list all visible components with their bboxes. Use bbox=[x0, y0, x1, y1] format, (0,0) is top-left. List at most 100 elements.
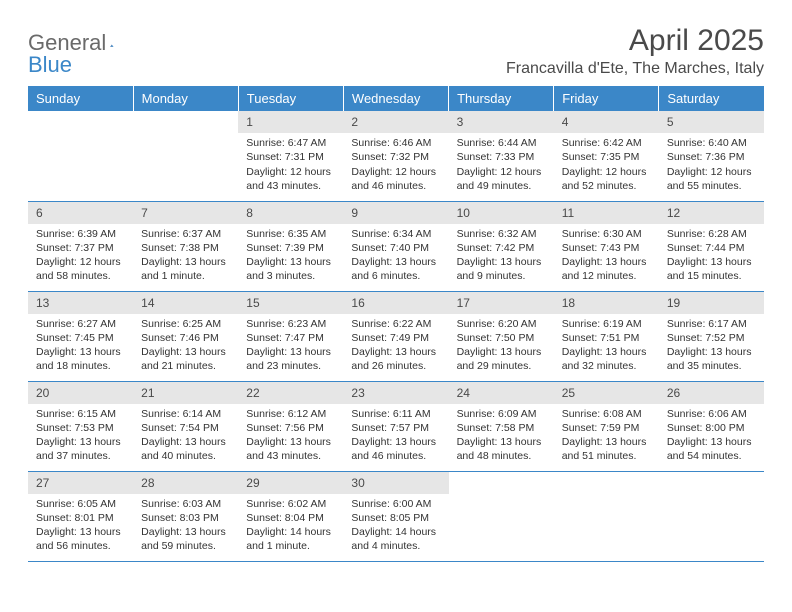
daylight-text: Daylight: 12 hours and 52 minutes. bbox=[562, 165, 651, 193]
day-body: Sunrise: 6:44 AMSunset: 7:33 PMDaylight:… bbox=[449, 133, 554, 199]
sunset-text: Sunset: 7:43 PM bbox=[562, 241, 651, 255]
day-body: Sunrise: 6:09 AMSunset: 7:58 PMDaylight:… bbox=[449, 404, 554, 470]
calendar-cell: 17Sunrise: 6:20 AMSunset: 7:50 PMDayligh… bbox=[449, 291, 554, 381]
sunset-text: Sunset: 7:40 PM bbox=[351, 241, 440, 255]
day-body: Sunrise: 6:14 AMSunset: 7:54 PMDaylight:… bbox=[133, 404, 238, 470]
calendar-cell: 3Sunrise: 6:44 AMSunset: 7:33 PMDaylight… bbox=[449, 111, 554, 201]
sunset-text: Sunset: 7:36 PM bbox=[667, 150, 756, 164]
sunrise-text: Sunrise: 6:22 AM bbox=[351, 317, 440, 331]
calendar-cell: 5Sunrise: 6:40 AMSunset: 7:36 PMDaylight… bbox=[659, 111, 764, 201]
day-number: 18 bbox=[554, 292, 659, 314]
sunset-text: Sunset: 7:37 PM bbox=[36, 241, 125, 255]
daylight-text: Daylight: 13 hours and 37 minutes. bbox=[36, 435, 125, 463]
sunset-text: Sunset: 7:46 PM bbox=[141, 331, 230, 345]
daylight-text: Daylight: 13 hours and 29 minutes. bbox=[457, 345, 546, 373]
day-number: 5 bbox=[659, 111, 764, 133]
calendar-week-row: 27Sunrise: 6:05 AMSunset: 8:01 PMDayligh… bbox=[28, 471, 764, 561]
daylight-text: Daylight: 13 hours and 40 minutes. bbox=[141, 435, 230, 463]
day-number: 13 bbox=[28, 292, 133, 314]
sunset-text: Sunset: 7:47 PM bbox=[246, 331, 335, 345]
sunrise-text: Sunrise: 6:14 AM bbox=[141, 407, 230, 421]
daylight-text: Daylight: 13 hours and 15 minutes. bbox=[667, 255, 756, 283]
day-body: Sunrise: 6:02 AMSunset: 8:04 PMDaylight:… bbox=[238, 494, 343, 560]
day-body: Sunrise: 6:30 AMSunset: 7:43 PMDaylight:… bbox=[554, 224, 659, 290]
calendar-cell: 18Sunrise: 6:19 AMSunset: 7:51 PMDayligh… bbox=[554, 291, 659, 381]
day-body: Sunrise: 6:28 AMSunset: 7:44 PMDaylight:… bbox=[659, 224, 764, 290]
calendar-cell bbox=[449, 471, 554, 561]
daylight-text: Daylight: 13 hours and 43 minutes. bbox=[246, 435, 335, 463]
calendar-cell: 19Sunrise: 6:17 AMSunset: 7:52 PMDayligh… bbox=[659, 291, 764, 381]
day-body: Sunrise: 6:03 AMSunset: 8:03 PMDaylight:… bbox=[133, 494, 238, 560]
header: General April 2025 Francavilla d'Ete, Th… bbox=[28, 24, 764, 78]
sunset-text: Sunset: 7:53 PM bbox=[36, 421, 125, 435]
calendar-cell: 10Sunrise: 6:32 AMSunset: 7:42 PMDayligh… bbox=[449, 201, 554, 291]
sunrise-text: Sunrise: 6:00 AM bbox=[351, 497, 440, 511]
sunrise-text: Sunrise: 6:19 AM bbox=[562, 317, 651, 331]
sunrise-text: Sunrise: 6:30 AM bbox=[562, 227, 651, 241]
logo-sail-icon bbox=[110, 34, 114, 52]
sunrise-text: Sunrise: 6:44 AM bbox=[457, 136, 546, 150]
daylight-text: Daylight: 13 hours and 59 minutes. bbox=[141, 525, 230, 553]
logo-line2: Blue bbox=[28, 52, 72, 78]
calendar-head: Sunday Monday Tuesday Wednesday Thursday… bbox=[28, 86, 764, 111]
calendar-cell: 13Sunrise: 6:27 AMSunset: 7:45 PMDayligh… bbox=[28, 291, 133, 381]
day-number: 2 bbox=[343, 111, 448, 133]
day-number: 3 bbox=[449, 111, 554, 133]
sunset-text: Sunset: 7:56 PM bbox=[246, 421, 335, 435]
sunrise-text: Sunrise: 6:27 AM bbox=[36, 317, 125, 331]
day-body: Sunrise: 6:22 AMSunset: 7:49 PMDaylight:… bbox=[343, 314, 448, 380]
sunset-text: Sunset: 7:54 PM bbox=[141, 421, 230, 435]
sunrise-text: Sunrise: 6:12 AM bbox=[246, 407, 335, 421]
day-number: 17 bbox=[449, 292, 554, 314]
calendar-cell: 4Sunrise: 6:42 AMSunset: 7:35 PMDaylight… bbox=[554, 111, 659, 201]
calendar-cell: 29Sunrise: 6:02 AMSunset: 8:04 PMDayligh… bbox=[238, 471, 343, 561]
calendar-cell: 25Sunrise: 6:08 AMSunset: 7:59 PMDayligh… bbox=[554, 381, 659, 471]
calendar-cell: 21Sunrise: 6:14 AMSunset: 7:54 PMDayligh… bbox=[133, 381, 238, 471]
daylight-text: Daylight: 13 hours and 35 minutes. bbox=[667, 345, 756, 373]
day-number: 11 bbox=[554, 202, 659, 224]
sunrise-text: Sunrise: 6:28 AM bbox=[667, 227, 756, 241]
day-number: 15 bbox=[238, 292, 343, 314]
day-number: 30 bbox=[343, 472, 448, 494]
calendar-week-row: 1Sunrise: 6:47 AMSunset: 7:31 PMDaylight… bbox=[28, 111, 764, 201]
daylight-text: Daylight: 14 hours and 4 minutes. bbox=[351, 525, 440, 553]
day-body: Sunrise: 6:23 AMSunset: 7:47 PMDaylight:… bbox=[238, 314, 343, 380]
day-body: Sunrise: 6:35 AMSunset: 7:39 PMDaylight:… bbox=[238, 224, 343, 290]
daylight-text: Daylight: 13 hours and 56 minutes. bbox=[36, 525, 125, 553]
day-body: Sunrise: 6:08 AMSunset: 7:59 PMDaylight:… bbox=[554, 404, 659, 470]
calendar-week-row: 6Sunrise: 6:39 AMSunset: 7:37 PMDaylight… bbox=[28, 201, 764, 291]
page: General April 2025 Francavilla d'Ete, Th… bbox=[0, 0, 792, 586]
day-number: 12 bbox=[659, 202, 764, 224]
day-number: 9 bbox=[343, 202, 448, 224]
calendar-cell: 23Sunrise: 6:11 AMSunset: 7:57 PMDayligh… bbox=[343, 381, 448, 471]
day-number: 28 bbox=[133, 472, 238, 494]
daylight-text: Daylight: 12 hours and 49 minutes. bbox=[457, 165, 546, 193]
sunset-text: Sunset: 7:31 PM bbox=[246, 150, 335, 164]
sunrise-text: Sunrise: 6:11 AM bbox=[351, 407, 440, 421]
day-body: Sunrise: 6:20 AMSunset: 7:50 PMDaylight:… bbox=[449, 314, 554, 380]
calendar-week-row: 13Sunrise: 6:27 AMSunset: 7:45 PMDayligh… bbox=[28, 291, 764, 381]
page-subtitle: Francavilla d'Ete, The Marches, Italy bbox=[506, 60, 764, 78]
day-body: Sunrise: 6:37 AMSunset: 7:38 PMDaylight:… bbox=[133, 224, 238, 290]
sunrise-text: Sunrise: 6:25 AM bbox=[141, 317, 230, 331]
sunset-text: Sunset: 7:35 PM bbox=[562, 150, 651, 164]
sunrise-text: Sunrise: 6:34 AM bbox=[351, 227, 440, 241]
sunset-text: Sunset: 7:33 PM bbox=[457, 150, 546, 164]
sunrise-text: Sunrise: 6:06 AM bbox=[667, 407, 756, 421]
calendar-cell: 2Sunrise: 6:46 AMSunset: 7:32 PMDaylight… bbox=[343, 111, 448, 201]
calendar-cell: 9Sunrise: 6:34 AMSunset: 7:40 PMDaylight… bbox=[343, 201, 448, 291]
daylight-text: Daylight: 13 hours and 3 minutes. bbox=[246, 255, 335, 283]
day-number: 8 bbox=[238, 202, 343, 224]
sunset-text: Sunset: 7:32 PM bbox=[351, 150, 440, 164]
sunset-text: Sunset: 7:50 PM bbox=[457, 331, 546, 345]
calendar-cell: 12Sunrise: 6:28 AMSunset: 7:44 PMDayligh… bbox=[659, 201, 764, 291]
sunset-text: Sunset: 7:51 PM bbox=[562, 331, 651, 345]
sunset-text: Sunset: 7:38 PM bbox=[141, 241, 230, 255]
daylight-text: Daylight: 14 hours and 1 minute. bbox=[246, 525, 335, 553]
sunset-text: Sunset: 7:49 PM bbox=[351, 331, 440, 345]
day-number: 24 bbox=[449, 382, 554, 404]
day-body: Sunrise: 6:39 AMSunset: 7:37 PMDaylight:… bbox=[28, 224, 133, 290]
day-number: 23 bbox=[343, 382, 448, 404]
calendar-cell: 30Sunrise: 6:00 AMSunset: 8:05 PMDayligh… bbox=[343, 471, 448, 561]
calendar-body: 1Sunrise: 6:47 AMSunset: 7:31 PMDaylight… bbox=[28, 111, 764, 561]
